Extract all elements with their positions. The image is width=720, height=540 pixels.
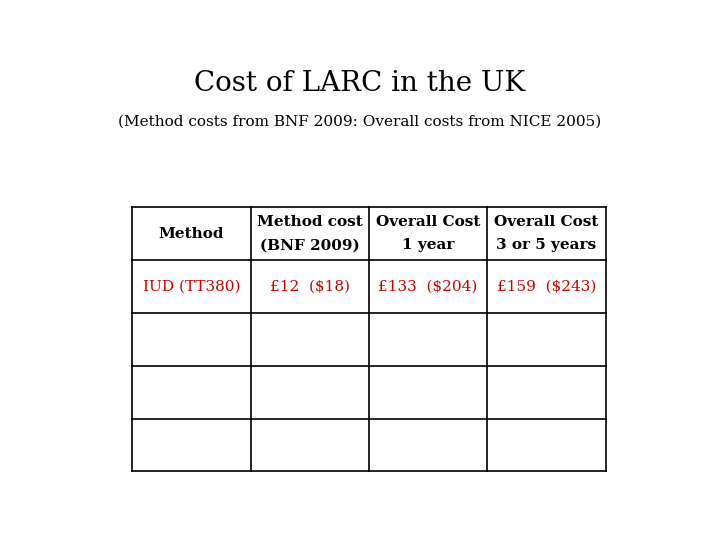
Text: Method cost: Method cost — [257, 215, 363, 229]
Text: Overall Cost: Overall Cost — [376, 215, 480, 229]
Text: £133  ($204): £133 ($204) — [379, 280, 478, 294]
Text: Cost of LARC in the UK: Cost of LARC in the UK — [194, 70, 526, 97]
Text: Overall Cost: Overall Cost — [494, 215, 598, 229]
Text: £159  ($243): £159 ($243) — [497, 280, 596, 294]
Text: (Method costs from BNF 2009: Overall costs from NICE 2005): (Method costs from BNF 2009: Overall cos… — [118, 114, 602, 129]
Text: 1 year: 1 year — [402, 239, 454, 253]
Text: 3 or 5 years: 3 or 5 years — [496, 239, 596, 253]
Text: £12  ($18): £12 ($18) — [270, 280, 350, 294]
Text: IUD (TT380): IUD (TT380) — [143, 280, 240, 294]
Text: (BNF 2009): (BNF 2009) — [260, 239, 360, 253]
Text: Method: Method — [159, 227, 225, 241]
